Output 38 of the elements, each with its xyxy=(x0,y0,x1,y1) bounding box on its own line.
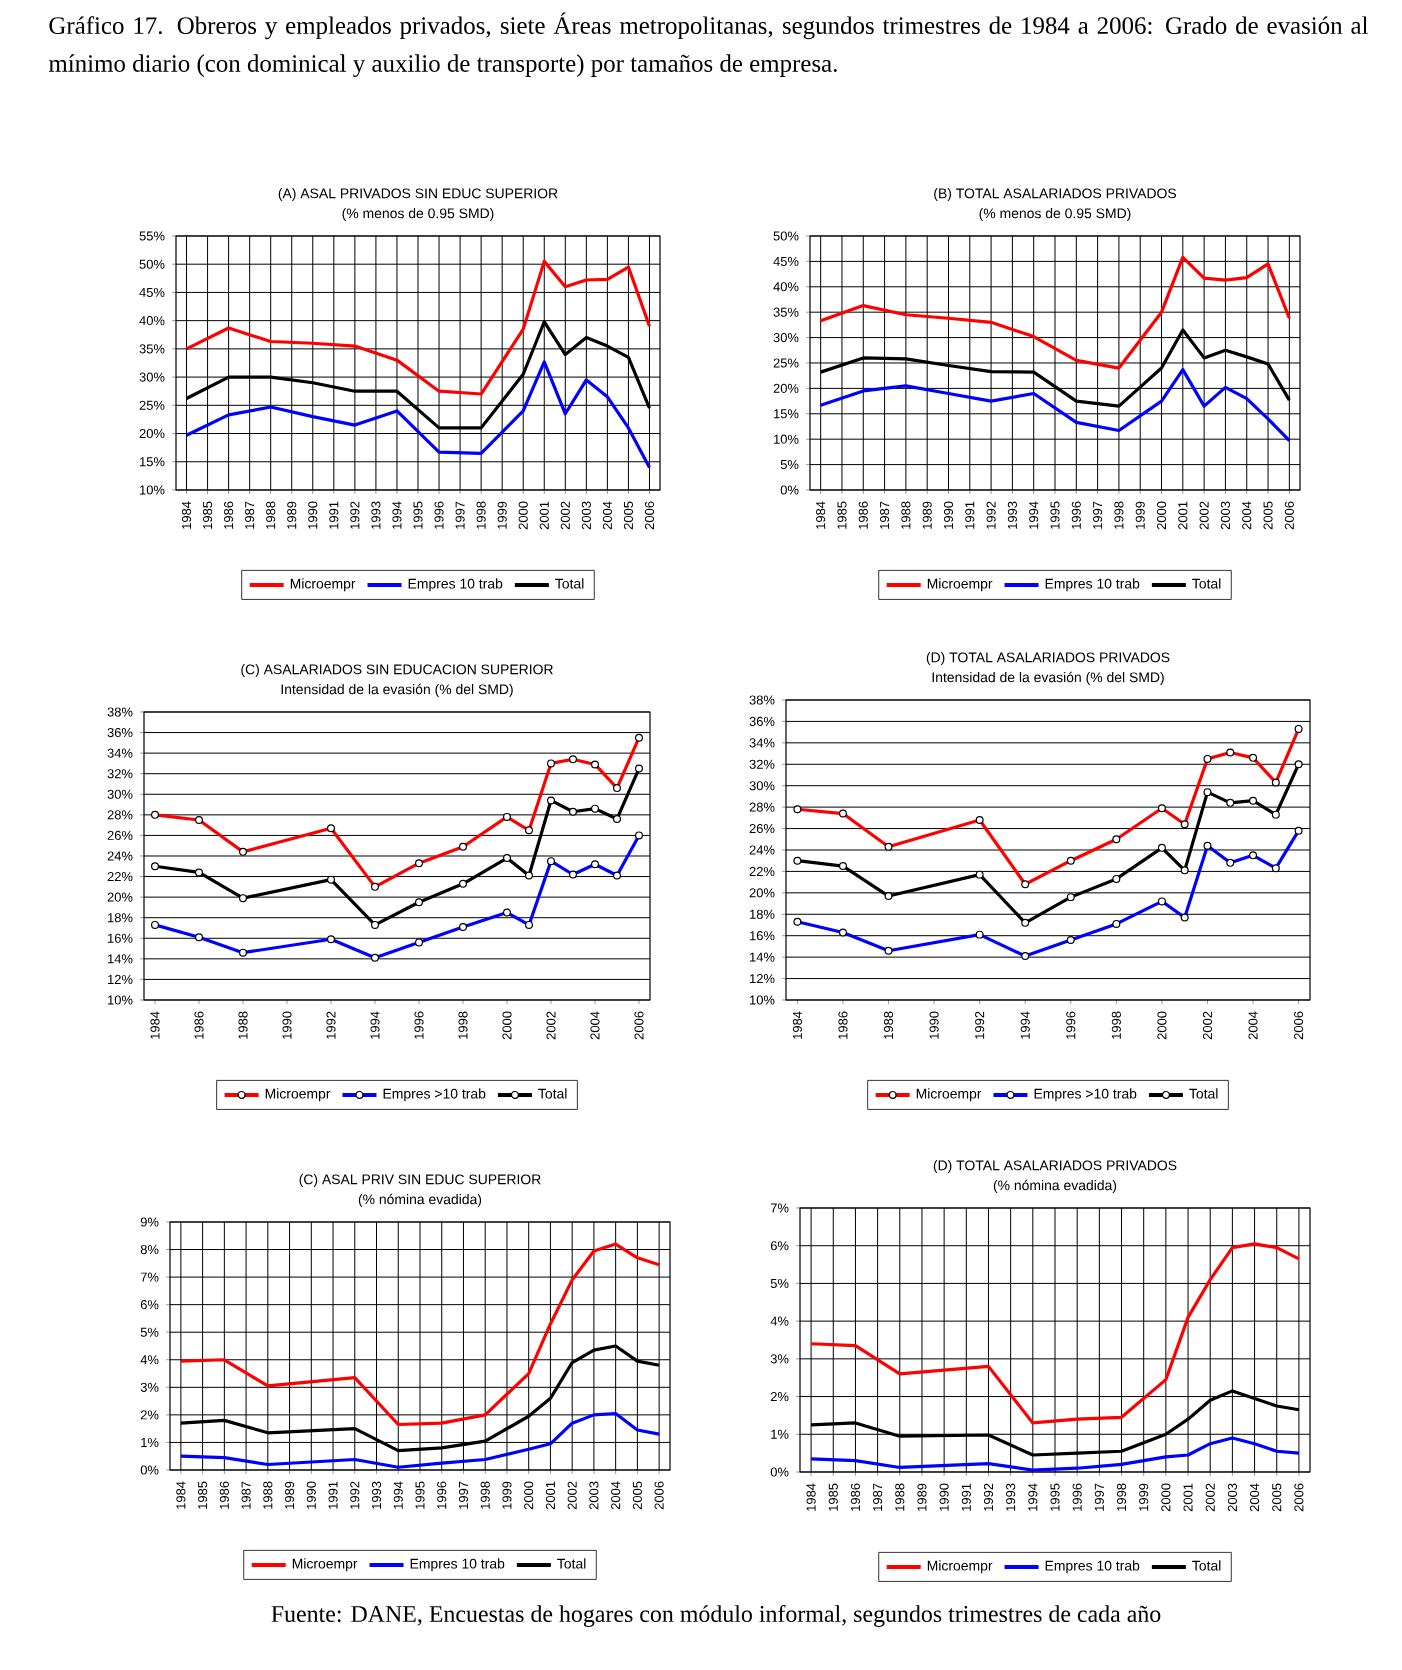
line-series xyxy=(809,1436,1301,1472)
point xyxy=(1021,918,1030,927)
point xyxy=(884,892,893,901)
point xyxy=(1203,788,1212,797)
point xyxy=(503,854,511,863)
text: Gráfico 17. Obreros y empleados privados, siete Áreas metropolitanas, segundos trimestres de 1984 a 2006: Grado de evasión al mínimo diario (con dominical y auxilio de transporte) por tamaños de empresa. xyxy=(48,12,1368,78)
point xyxy=(1226,798,1235,807)
line-series xyxy=(179,1242,661,1427)
line-series xyxy=(184,360,652,469)
point xyxy=(591,804,599,813)
point xyxy=(569,807,577,816)
point xyxy=(195,868,203,877)
point xyxy=(415,898,423,907)
point xyxy=(371,920,379,929)
point xyxy=(1157,843,1166,852)
line-series xyxy=(179,1411,661,1469)
point xyxy=(525,871,533,880)
point xyxy=(793,856,802,865)
point xyxy=(547,796,555,805)
point xyxy=(1066,893,1075,902)
source-note: Fuente: DANE, Encuestas de hogares con módulo informal, segundos trimestres de cada año xyxy=(271,1604,1161,1627)
point xyxy=(239,894,247,903)
point xyxy=(635,764,643,773)
point xyxy=(975,870,984,879)
point xyxy=(838,862,847,871)
point xyxy=(459,879,467,888)
line-series xyxy=(819,255,1291,370)
point xyxy=(1271,810,1280,819)
point xyxy=(1294,760,1303,769)
point xyxy=(1249,796,1258,805)
point xyxy=(151,862,159,871)
point xyxy=(1180,866,1189,875)
line-series xyxy=(819,367,1291,443)
line-series xyxy=(184,259,652,396)
point xyxy=(327,875,335,884)
point xyxy=(613,814,621,823)
line-series xyxy=(809,1242,1301,1425)
point xyxy=(1112,874,1121,883)
